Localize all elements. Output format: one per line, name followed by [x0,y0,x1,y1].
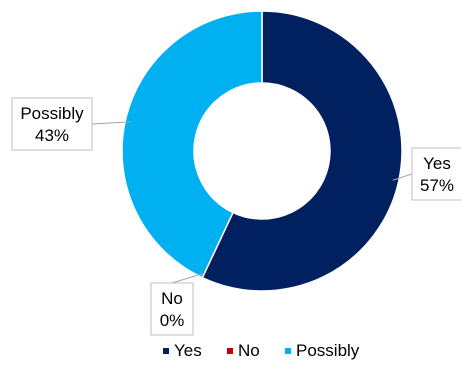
legend-swatch-possibly [285,348,291,354]
callouts-group: Yes 57% No 0% Possibly 43% [11,97,461,336]
callout-value-no: 0% [160,311,185,330]
callout-value-yes: 57% [420,176,454,195]
legend: Yes No Possibly [163,341,360,360]
slices-group [121,10,403,292]
leader-line-yes [392,173,413,181]
callout-category-yes: Yes [423,154,451,173]
slice-possibly [121,10,263,279]
leader-line-possibly [91,121,132,125]
callout-value-possibly: 43% [35,126,69,145]
legend-label-no: No [238,341,260,360]
callout-box-possibly [11,97,93,151]
slice-yes [201,10,403,292]
legend-swatch-yes [163,348,169,354]
callout-box-yes [411,147,461,201]
legend-label-yes: Yes [174,341,202,360]
callout-category-no: No [161,289,183,308]
callout-category-possibly: Possibly [20,104,84,123]
leader-line-no [171,272,205,284]
legend-label-possibly: Possibly [296,341,360,360]
callout-box-no [150,282,194,336]
legend-swatch-no [227,348,233,354]
